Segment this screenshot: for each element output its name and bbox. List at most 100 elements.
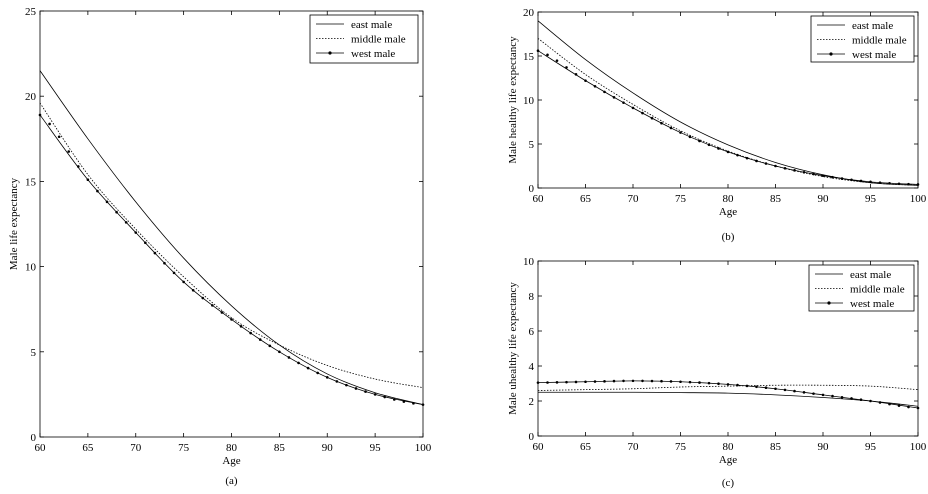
series-point-west-male <box>77 165 80 168</box>
panel-label: (b) <box>722 231 735 243</box>
series-point-west-male <box>745 156 749 160</box>
series-point-west-male <box>631 379 635 383</box>
panel-c: 60 65 70 75 80 85 90 95 100 0 2 4 6 8 10 Age Male uhealt… <box>507 256 927 489</box>
series-point-west-male <box>211 304 214 307</box>
series-point-west-male <box>278 350 281 354</box>
series-point-west-male <box>191 288 195 292</box>
series-point-west-male <box>907 405 910 409</box>
y-axis-label: Male uhealthy life expectancy <box>507 282 519 415</box>
series-point-west-male <box>755 159 758 163</box>
x-tick-label: 90 <box>818 441 830 453</box>
series-point-west-male <box>774 164 777 168</box>
series-point-west-male <box>584 380 587 384</box>
legend-label: middle male <box>351 34 406 46</box>
y-tick-label: 10 <box>523 256 535 268</box>
y-tick-label: 10 <box>25 262 37 274</box>
series-point-west-male <box>249 331 252 335</box>
series-point-west-male <box>335 380 339 383</box>
series-point-west-male <box>172 271 176 275</box>
series-point-west-male <box>412 402 415 405</box>
y-tick-label: 25 <box>25 6 37 18</box>
series-point-west-male <box>878 181 882 184</box>
y-tick-label: 6 <box>529 326 535 338</box>
legend-box <box>309 14 419 64</box>
series-point-west-male <box>755 385 758 389</box>
series-point-west-male <box>421 403 425 406</box>
series-point-west-male <box>726 150 730 154</box>
y-tick-label: 4 <box>529 361 535 373</box>
y-tick-label: 0 <box>31 432 37 444</box>
legend-label: west male <box>351 48 395 60</box>
series-point-west-male <box>669 126 673 130</box>
series-point-west-male <box>220 311 224 314</box>
series-line-middle-male <box>39 102 424 388</box>
series-point-west-male <box>840 177 844 180</box>
series-point-west-male <box>821 393 825 397</box>
y-tick-label: 15 <box>523 51 535 63</box>
series-point-west-male <box>555 59 559 62</box>
series-point-west-male <box>669 380 673 383</box>
series-point-west-male <box>134 231 138 234</box>
series-point-west-male <box>698 381 701 384</box>
x-tick-label: 75 <box>675 441 687 453</box>
series-point-west-male <box>650 116 654 120</box>
series-point-west-male <box>612 96 616 99</box>
series-point-west-male <box>878 401 882 404</box>
series-point-west-male <box>306 366 310 370</box>
series-point-west-male <box>144 241 147 245</box>
x-tick-label: 100 <box>910 193 927 205</box>
series-point-west-male <box>831 394 834 398</box>
series-point-west-male <box>802 170 806 174</box>
y-axis-label: Male life expectancy <box>8 177 20 270</box>
series-point-west-male <box>373 393 377 396</box>
series-line-east-male <box>39 70 424 406</box>
series-point-west-male <box>565 66 568 69</box>
series-point-west-male <box>707 143 711 147</box>
series-point-west-male <box>764 162 768 165</box>
x-tick-label: 80 <box>723 441 735 453</box>
series-line-west-male <box>537 50 919 185</box>
legend-label: east male <box>351 19 392 31</box>
series-point-west-male <box>764 386 768 390</box>
series-point-west-male <box>96 189 99 193</box>
series-point-west-male <box>783 388 787 392</box>
x-tick-label: 90 <box>818 193 830 205</box>
x-tick-label: 100 <box>910 441 927 453</box>
series-point-west-male <box>392 398 396 401</box>
series-point-west-male <box>660 379 663 383</box>
x-tick-label: 95 <box>370 442 382 454</box>
legend-label: middle male <box>850 284 905 296</box>
series-point-west-male <box>736 153 739 157</box>
series-point-west-male <box>897 182 901 186</box>
series-point-west-male <box>717 382 720 386</box>
x-tick-label: 60 <box>533 193 545 205</box>
legend-label: middle male <box>852 35 907 47</box>
series-point-west-male <box>707 381 711 385</box>
series-point-west-male <box>859 398 863 402</box>
y-tick-label: 5 <box>529 139 535 151</box>
x-tick-label: 90 <box>322 442 334 454</box>
series-point-west-male <box>115 210 118 214</box>
x-axis-label: Age <box>222 455 240 467</box>
series-point-west-male <box>698 139 701 143</box>
series-point-west-male <box>916 406 920 410</box>
legend-label: west male <box>852 49 896 61</box>
panel-b: 60 65 70 75 80 85 90 95 100 0 5 10 15 20 Age Male healt… <box>507 7 927 243</box>
series-point-west-male <box>546 53 549 57</box>
series-point-west-male <box>593 85 597 88</box>
series-point-west-male <box>287 356 291 359</box>
series-point-west-male <box>182 280 185 284</box>
series-point-west-male <box>364 390 367 393</box>
series-point-west-male <box>163 261 166 265</box>
legend-label: east male <box>850 269 891 281</box>
series-point-west-male <box>201 296 205 300</box>
y-tick-label: 15 <box>25 176 37 188</box>
series-point-west-male <box>574 380 578 384</box>
series-point-west-male <box>850 397 853 400</box>
x-tick-label: 80 <box>226 442 238 454</box>
series-point-west-male <box>603 90 606 94</box>
series-point-west-male <box>230 318 233 321</box>
x-tick-label: 100 <box>415 442 432 454</box>
series-point-west-male <box>622 101 625 104</box>
series-point-west-male <box>86 178 90 181</box>
